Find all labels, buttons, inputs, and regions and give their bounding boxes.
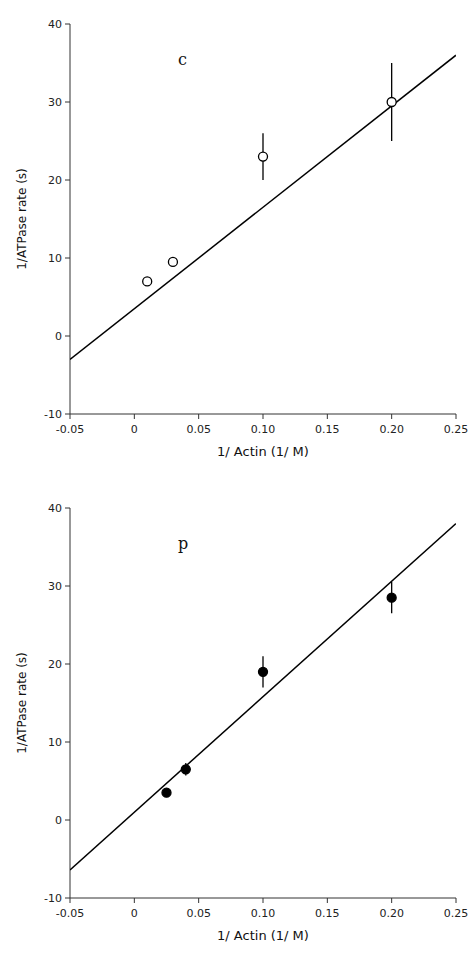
panel: -0.05 0 0.05 0.10 0.15 0.20 0.25 -10 0 10 20 30 40 1/… bbox=[15, 502, 468, 943]
y-tick-label: 30 bbox=[48, 580, 62, 593]
y-tick-label: 20 bbox=[48, 658, 62, 671]
x-axis-label: 1/ Actin (1/ M) bbox=[217, 928, 309, 943]
fit-line bbox=[70, 55, 456, 359]
data-point bbox=[168, 257, 177, 266]
y-tick-label: 0 bbox=[55, 814, 62, 827]
y-tick-label: 10 bbox=[48, 736, 62, 749]
y-tick-label: 10 bbox=[48, 252, 62, 265]
data-point bbox=[259, 667, 268, 676]
plot-area bbox=[70, 524, 456, 870]
data-point bbox=[259, 152, 268, 161]
background bbox=[0, 0, 474, 968]
x-tick-label: 0.15 bbox=[315, 907, 340, 920]
y-tick bbox=[65, 898, 70, 899]
x-tick-label: 0.20 bbox=[379, 907, 404, 920]
x-tick bbox=[391, 898, 392, 903]
y-tick-label: 0 bbox=[55, 330, 62, 343]
y-tick bbox=[65, 102, 70, 103]
x-tick-label: -0.05 bbox=[56, 423, 84, 436]
x-tick-label: 0.05 bbox=[186, 907, 211, 920]
x-tick bbox=[70, 898, 71, 903]
x-tick-label: 0.10 bbox=[251, 907, 276, 920]
y-tick bbox=[65, 586, 70, 587]
x-tick bbox=[327, 414, 328, 419]
y-axis-label: 1/ATPase rate (s) bbox=[15, 168, 29, 270]
y-tick bbox=[65, 508, 70, 509]
chart-canvas: -0.05 0 0.05 0.10 0.15 0.20 0.25 -10 0 10 20 30 40 1/… bbox=[0, 0, 474, 968]
y-tick bbox=[65, 258, 70, 259]
x-tick-label: 0.20 bbox=[379, 423, 404, 436]
y-tick-label: 30 bbox=[48, 96, 62, 109]
x-tick-label: 0 bbox=[131, 423, 138, 436]
data-point bbox=[387, 593, 396, 602]
y-tick-label: -10 bbox=[44, 408, 62, 421]
y-tick bbox=[65, 664, 70, 665]
x-tick bbox=[327, 898, 328, 903]
data-point bbox=[181, 765, 190, 774]
x-tick bbox=[391, 414, 392, 419]
y-tick-label: 40 bbox=[48, 502, 62, 515]
panel-label: c bbox=[178, 50, 187, 69]
y-tick-label: 20 bbox=[48, 174, 62, 187]
y-tick-label: 40 bbox=[48, 18, 62, 31]
x-tick-label: 0.05 bbox=[186, 423, 211, 436]
y-tick bbox=[65, 742, 70, 743]
plot-area bbox=[70, 55, 456, 359]
x-axis-label: 1/ Actin (1/ M) bbox=[217, 444, 309, 459]
panel: -0.05 0 0.05 0.10 0.15 0.20 0.25 -10 0 10 20 30 40 1/… bbox=[15, 18, 468, 459]
x-tick bbox=[456, 414, 457, 419]
y-tick bbox=[65, 820, 70, 821]
data-point bbox=[387, 98, 396, 107]
x-tick-label: 0.25 bbox=[444, 423, 469, 436]
y-axis-line bbox=[70, 508, 71, 898]
x-tick bbox=[263, 414, 264, 419]
y-tick bbox=[65, 24, 70, 25]
x-tick-label: 0 bbox=[131, 907, 138, 920]
x-tick bbox=[70, 414, 71, 419]
y-axis-line bbox=[70, 24, 71, 414]
data-point bbox=[162, 788, 171, 797]
data-point bbox=[143, 277, 152, 286]
fit-line bbox=[70, 524, 456, 870]
x-tick bbox=[198, 898, 199, 903]
y-tick bbox=[65, 180, 70, 181]
x-tick-label: -0.05 bbox=[56, 907, 84, 920]
y-axis-label: 1/ATPase rate (s) bbox=[15, 652, 29, 754]
x-tick bbox=[134, 414, 135, 419]
y-tick bbox=[65, 414, 70, 415]
x-tick-label: 0.25 bbox=[444, 907, 469, 920]
x-tick bbox=[456, 898, 457, 903]
x-tick-label: 0.15 bbox=[315, 423, 340, 436]
x-tick-label: 0.10 bbox=[251, 423, 276, 436]
y-tick-label: -10 bbox=[44, 892, 62, 905]
panel-label: p bbox=[178, 534, 188, 553]
x-tick bbox=[198, 414, 199, 419]
x-tick bbox=[134, 898, 135, 903]
x-tick bbox=[263, 898, 264, 903]
y-tick bbox=[65, 336, 70, 337]
